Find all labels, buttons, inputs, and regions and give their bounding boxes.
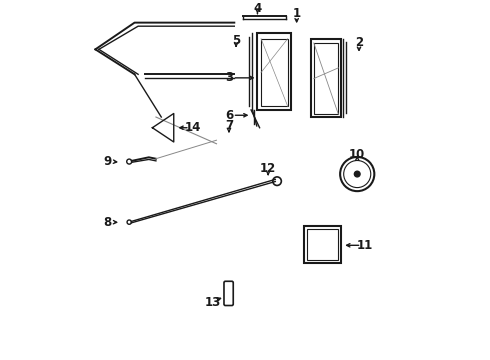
Text: 2: 2 [355, 36, 363, 49]
Circle shape [354, 171, 360, 177]
Text: 11: 11 [356, 239, 372, 252]
Bar [314, 43, 338, 114]
FancyBboxPatch shape [224, 281, 233, 306]
Circle shape [273, 177, 281, 185]
Text: 12: 12 [260, 162, 276, 175]
Bar [311, 39, 341, 117]
Text: 13: 13 [205, 296, 221, 309]
Text: 7: 7 [225, 120, 233, 132]
Bar [304, 226, 341, 263]
Text: 6: 6 [225, 109, 233, 122]
Bar [257, 33, 292, 110]
Text: 9: 9 [104, 155, 112, 168]
Circle shape [127, 220, 131, 224]
Text: 3: 3 [225, 71, 233, 84]
Text: 8: 8 [104, 216, 112, 229]
Text: 4: 4 [253, 2, 262, 15]
Text: 1: 1 [293, 7, 301, 20]
Text: 10: 10 [349, 148, 366, 161]
Circle shape [343, 161, 371, 188]
Bar [261, 39, 288, 106]
Bar [307, 229, 338, 260]
Circle shape [340, 157, 374, 191]
Text: 14: 14 [185, 121, 201, 134]
Text: 5: 5 [232, 34, 240, 47]
Circle shape [127, 159, 132, 164]
